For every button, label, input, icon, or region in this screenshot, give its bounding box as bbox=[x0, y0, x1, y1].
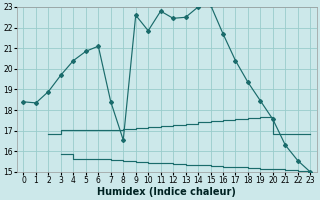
X-axis label: Humidex (Indice chaleur): Humidex (Indice chaleur) bbox=[98, 187, 236, 197]
